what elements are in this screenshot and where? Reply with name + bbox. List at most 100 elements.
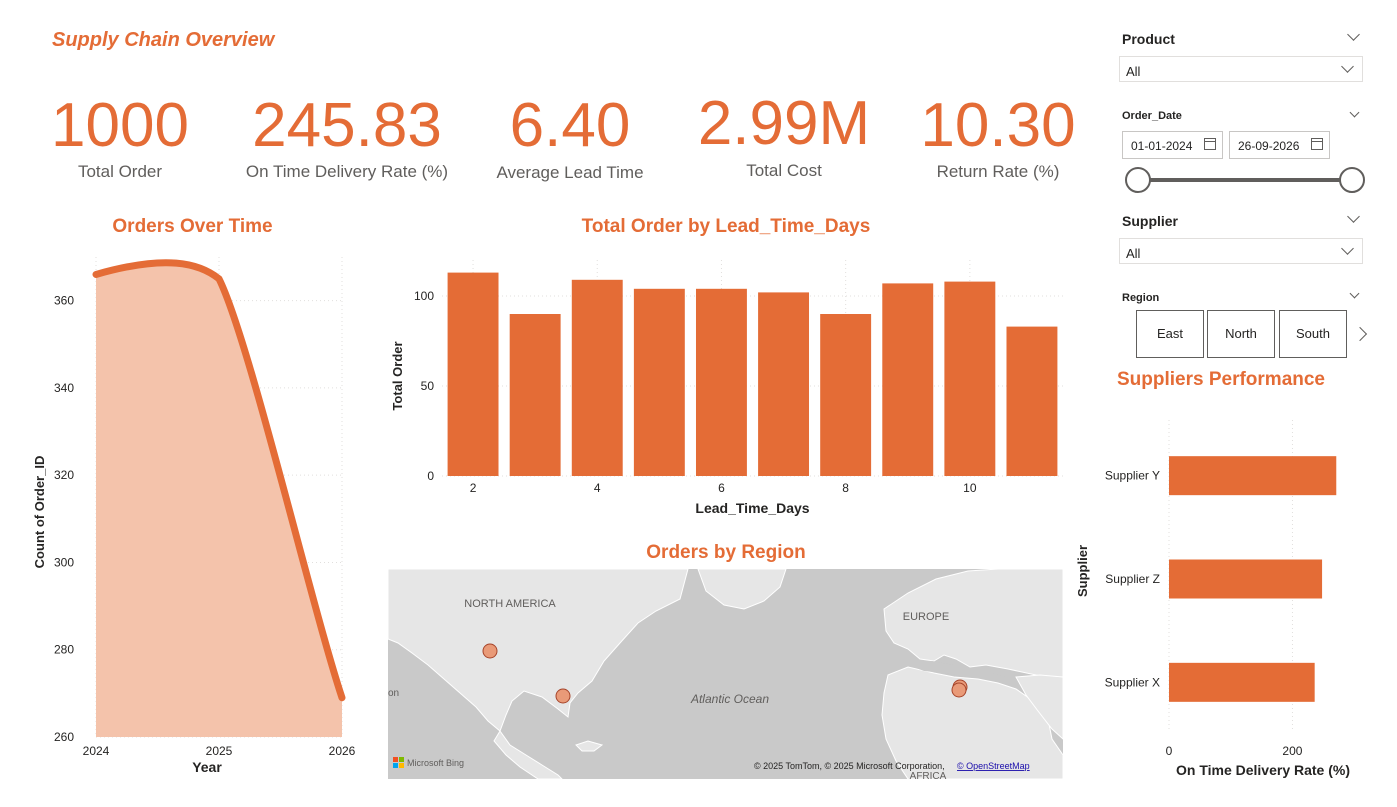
- map-europe: [883, 569, 1063, 680]
- start-date-value: 01-01-2024: [1131, 139, 1193, 153]
- supplier-dropdown-value: All: [1126, 246, 1141, 261]
- bar: [820, 314, 872, 476]
- x-axis-title: On Time Delivery Rate (%): [1176, 762, 1350, 778]
- end-date-value: 26-09-2026: [1238, 139, 1300, 153]
- y-tick-label: Supplier Z: [1105, 572, 1160, 586]
- map-bubble-south[interactable]: [555, 688, 571, 704]
- map-label-europe: EUROPE: [903, 611, 949, 623]
- supplier-slicer-header: Supplier: [1122, 213, 1179, 229]
- order-date-slicer-header: Order_Date: [1122, 110, 1182, 122]
- kpi-label: Total Cost: [746, 161, 822, 180]
- calendar-icon[interactable]: [1311, 138, 1323, 150]
- bar: [633, 288, 685, 476]
- map-central-america: [493, 730, 563, 779]
- chevron-down-icon[interactable]: [1349, 107, 1360, 118]
- x-tick-label: 6: [718, 481, 725, 495]
- kpi-value: 1000: [51, 91, 189, 160]
- y-tick-label: 300: [54, 555, 74, 569]
- x-axis-title: Lead_Time_Days: [695, 500, 809, 516]
- series-line: [92, 259, 346, 702]
- bar: [695, 288, 747, 476]
- map-label-north-america: NORTH AMERICA: [464, 598, 556, 610]
- map-bubble-east[interactable]: [951, 682, 967, 698]
- end-date-input[interactable]: 26-09-2026: [1229, 131, 1330, 159]
- calendar-icon[interactable]: [1204, 138, 1216, 150]
- y-tick-label: 100: [414, 289, 434, 303]
- orders-map[interactable]: NORTH AMERICA EUROPE Atlantic Ocean AFRI…: [388, 569, 1063, 779]
- map-bubble-west[interactable]: [482, 643, 498, 659]
- suppliers-performance-title: Suppliers Performance: [1116, 369, 1326, 390]
- date-slider-end-handle[interactable]: [1339, 167, 1365, 193]
- kpi-value: 245.83: [252, 91, 442, 160]
- y-tick-label: 260: [54, 730, 74, 744]
- kpi-value: 10.30: [920, 91, 1076, 160]
- y-tick-label: Supplier X: [1105, 675, 1160, 689]
- suppliers-performance-chart[interactable]: Supplier Y Supplier Z Supplier X 0 200 On Tim…: [1065, 395, 1397, 785]
- start-date-input[interactable]: 01-01-2024: [1122, 131, 1223, 159]
- x-tick-label: 10: [963, 481, 977, 495]
- kpi-value: 2.99M: [697, 89, 871, 158]
- map-attribution: © 2025 TomTom, © 2025 Microsoft Corporat…: [754, 761, 945, 771]
- x-tick-label: 0: [1166, 744, 1173, 758]
- date-slider-start-handle[interactable]: [1125, 167, 1151, 193]
- map-middle-east: [1015, 674, 1063, 740]
- area-fill: [96, 262, 342, 737]
- map-africa: [881, 666, 1063, 779]
- bar: [571, 279, 623, 476]
- y-axis-title: Supplier: [1075, 545, 1090, 597]
- bar: [509, 314, 561, 476]
- dashboard-title: Supply Chain Overview: [52, 29, 275, 51]
- region-tile-east[interactable]: East: [1136, 310, 1204, 358]
- x-tick-label: 2: [470, 481, 477, 495]
- bar: [1006, 326, 1058, 476]
- bar: [758, 292, 810, 476]
- map-label-edge: on: [388, 688, 399, 699]
- region-tile-north[interactable]: North: [1207, 310, 1275, 358]
- map-greenland: [697, 569, 787, 610]
- orders-over-time-chart[interactable]: 260 280 300 320 340 360 2024 2025 2026 Year Count …: [0, 240, 380, 780]
- chevron-right-icon[interactable]: [1352, 326, 1368, 342]
- chevron-down-icon[interactable]: [1349, 288, 1360, 299]
- openstreetmap-link[interactable]: © OpenStreetMap: [957, 761, 1030, 771]
- kpi-label: Average Lead Time: [496, 163, 644, 182]
- region-tile-south[interactable]: South: [1279, 310, 1347, 358]
- x-tick-label: 4: [594, 481, 601, 495]
- bar: [944, 281, 996, 476]
- bar: [1169, 662, 1315, 702]
- lead-time-chart-title: Total Order by Lead_Time_Days: [581, 216, 871, 237]
- x-tick-label: 2024: [83, 744, 110, 758]
- map-label-atlantic: Atlantic Ocean: [690, 692, 769, 706]
- y-tick-label: Supplier Y: [1105, 469, 1160, 483]
- map-mediterranean: [908, 661, 1006, 679]
- lead-time-bar-chart[interactable]: 0 50 100 2 4 6 8 10 Lead_Time_Days Total Order: [380, 240, 1080, 530]
- x-tick-label: 2026: [329, 744, 356, 758]
- x-axis-title: Year: [192, 759, 222, 775]
- y-axis-title: Total Order: [390, 341, 405, 410]
- orders-over-time-title: Orders Over Time: [112, 216, 273, 237]
- bing-label: Microsoft Bing: [407, 758, 464, 768]
- chevron-down-icon[interactable]: [1347, 28, 1360, 41]
- kpi-label: Total Order: [77, 162, 163, 181]
- bar: [882, 283, 934, 476]
- supplier-dropdown[interactable]: All: [1119, 238, 1363, 264]
- y-tick-label: 0: [427, 469, 434, 483]
- bar: [1169, 456, 1337, 496]
- kpi-label: Return Rate (%): [936, 162, 1060, 181]
- bing-logo: [393, 757, 404, 768]
- bar: [1169, 559, 1323, 599]
- kpi-label: On Time Delivery Rate (%): [245, 162, 449, 181]
- map-label-africa: AFRICA: [910, 771, 947, 779]
- y-axis-title: Count of Order_ID: [32, 456, 47, 569]
- bar: [447, 272, 499, 476]
- chevron-down-icon: [1341, 60, 1354, 73]
- chevron-down-icon[interactable]: [1347, 210, 1360, 223]
- product-slicer-header: Product: [1122, 31, 1175, 47]
- map-caribbean: [575, 740, 604, 752]
- y-tick-label: 280: [54, 643, 74, 657]
- date-slider-track[interactable]: [1138, 178, 1352, 182]
- x-tick-label: 8: [842, 481, 849, 495]
- product-dropdown-value: All: [1126, 64, 1141, 79]
- product-dropdown[interactable]: All: [1119, 56, 1363, 82]
- chevron-down-icon: [1341, 242, 1354, 255]
- y-tick-label: 320: [54, 468, 74, 482]
